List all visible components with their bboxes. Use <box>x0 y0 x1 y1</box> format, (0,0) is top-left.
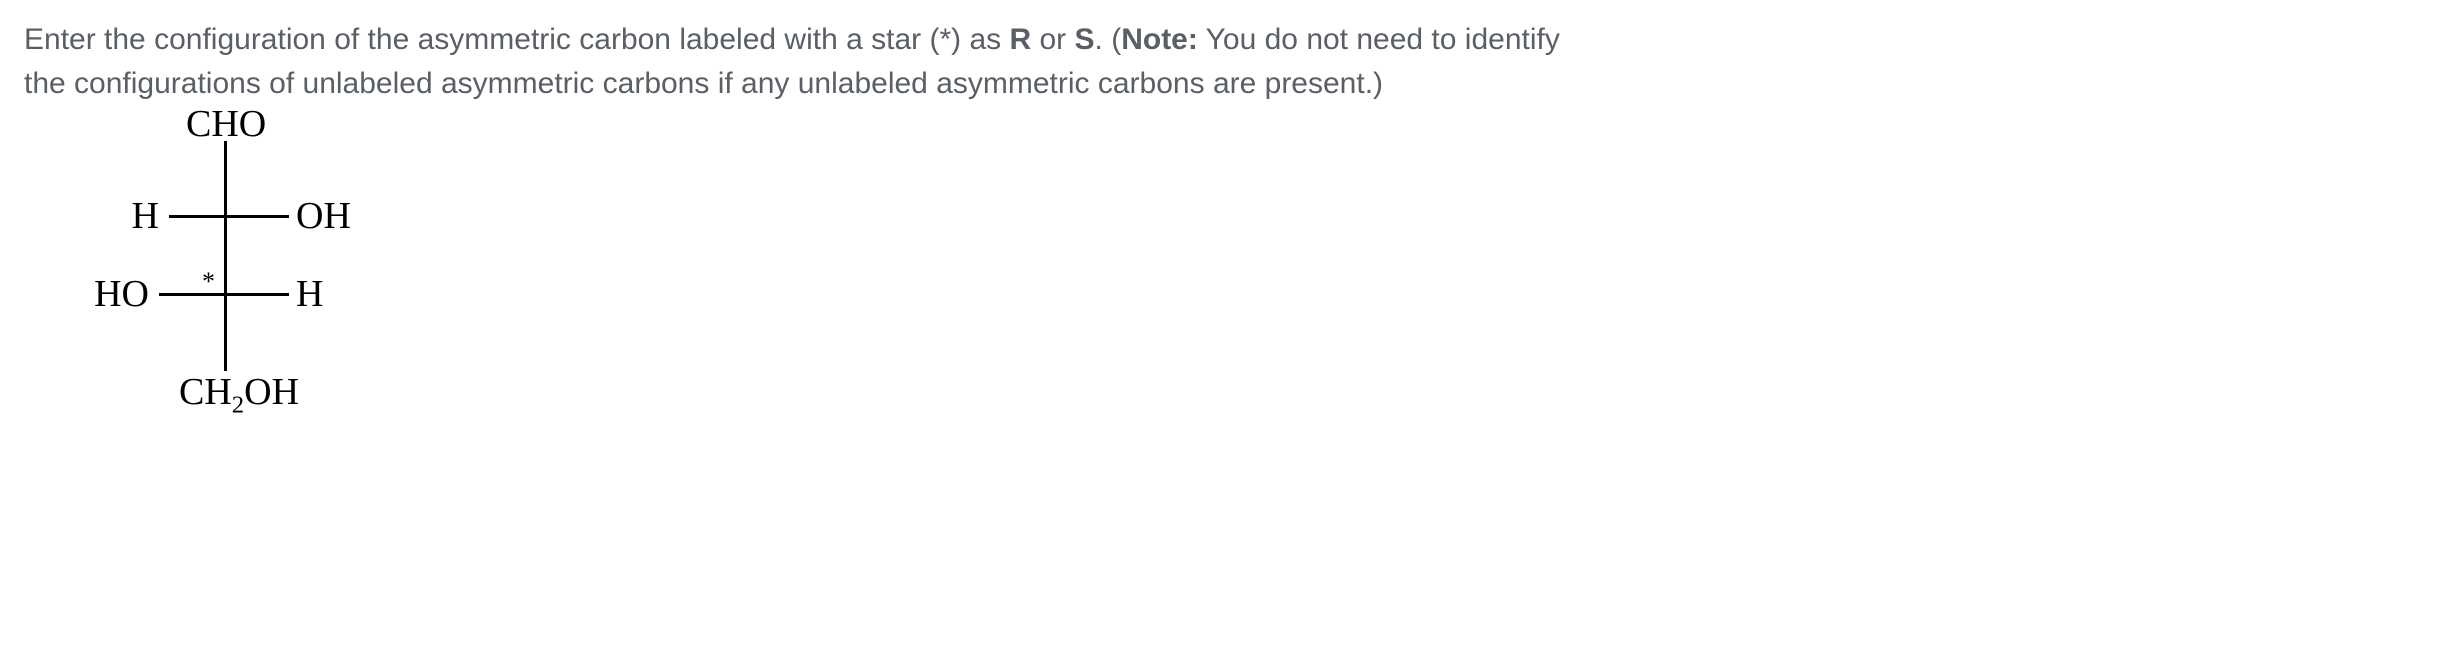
bottom-post: OH <box>244 371 299 413</box>
question-text: Enter the configuration of the asymmetri… <box>24 18 1574 105</box>
question-pre: Enter the configuration of the asymmetri… <box>24 23 1009 56</box>
fischer-projection: CHO H OH HO H * CH2OH <box>74 133 2428 413</box>
group-row2-left: HO <box>94 275 149 313</box>
r-label: R <box>1009 23 1031 56</box>
note-label: Note: <box>1121 23 1198 56</box>
group-row2-right: H <box>296 275 323 313</box>
vertical-bond <box>224 141 227 371</box>
group-bottom: CH2OH <box>179 373 299 418</box>
bottom-pre: CH <box>179 371 232 413</box>
group-row1-right: OH <box>296 197 351 235</box>
horizontal-bond-2 <box>159 293 289 296</box>
star-icon: * <box>202 269 215 295</box>
question-post1: . ( <box>1095 23 1122 56</box>
s-label: S <box>1075 23 1095 56</box>
group-row1-left: H <box>132 197 159 235</box>
horizontal-bond-1 <box>169 215 289 218</box>
fischer-inner: CHO H OH HO H * CH2OH <box>74 133 374 413</box>
group-top: CHO <box>186 105 266 143</box>
question-or: or <box>1031 23 1074 56</box>
bottom-sub: 2 <box>232 392 244 419</box>
